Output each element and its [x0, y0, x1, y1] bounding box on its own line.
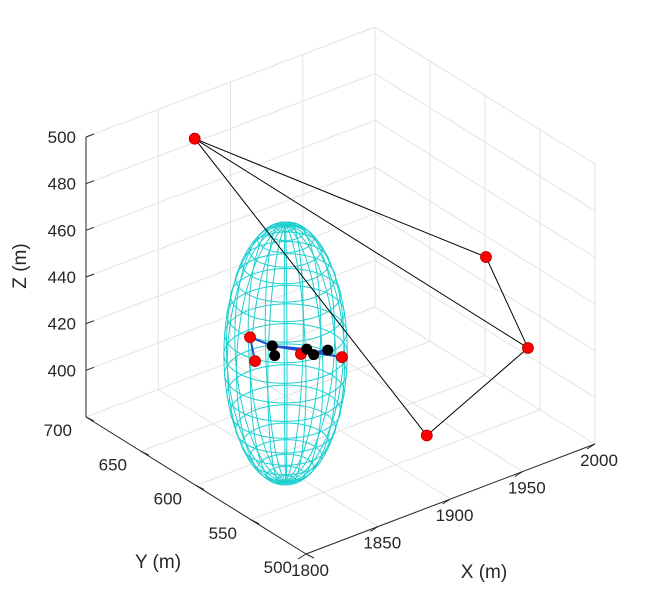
y-tick-mark: [140, 450, 150, 456]
y-tick-label: 500: [264, 558, 292, 577]
ellipsoid-latitude: [230, 384, 342, 439]
anchor-point: [420, 429, 433, 442]
z-axis-label: Z (m): [10, 243, 31, 288]
z-tick-label: 480: [48, 175, 76, 194]
axes-frame: [85, 133, 596, 560]
y-tick-label: 550: [209, 524, 237, 543]
ellipsoid-latitude: [230, 267, 342, 323]
grid-line: [374, 166, 596, 305]
grid-line: [195, 375, 486, 486]
z-tick-mark: [85, 180, 95, 185]
z-tick-mark: [85, 273, 95, 278]
ellipsoid-longitude: [226, 224, 286, 483]
grid-line: [85, 213, 376, 325]
x-tick-label: 1950: [508, 479, 546, 498]
anchor-edge: [194, 138, 487, 258]
ellipsoid-longitude: [283, 221, 287, 482]
z-tick-mark: [85, 320, 95, 325]
y-tick-label: 650: [99, 455, 127, 474]
x-tick-label: 1850: [363, 534, 401, 553]
node-point: [269, 350, 281, 362]
grid-line: [250, 409, 541, 521]
y-tick-label: 600: [154, 490, 182, 509]
y-axis-label: Y (m): [135, 552, 181, 573]
anchor-point: [480, 251, 492, 263]
y-tick-mark: [85, 416, 95, 422]
z-tick-label: 420: [48, 315, 76, 334]
grid-line: [85, 119, 376, 231]
ellipsoid-longitude: [235, 224, 286, 484]
x-tick-mark: [442, 498, 451, 505]
x-tick-mark: [297, 553, 307, 560]
anchor-point: [188, 132, 201, 145]
y-tick-mark: [250, 519, 260, 525]
node-point: [322, 344, 334, 356]
ellipsoid-longitude: [264, 221, 287, 482]
grid-line: [374, 73, 596, 212]
anchor-point: [336, 351, 348, 364]
points: [188, 132, 534, 442]
anchor-edge: [194, 138, 428, 436]
z-tick-mark: [85, 366, 95, 371]
x-tick-mark: [369, 526, 379, 532]
ellipsoid-longitude: [225, 224, 286, 483]
x-tick-mark: [514, 471, 524, 477]
grid-line: [85, 259, 376, 371]
anchor-edge: [194, 138, 529, 349]
grid-line: [85, 166, 376, 278]
z-tick-label: 500: [48, 128, 76, 147]
ellipsoid-longitude: [285, 225, 288, 486]
z-tick-mark: [85, 133, 95, 138]
grid-line: [140, 340, 431, 452]
anchor-point: [249, 355, 261, 368]
z-tick-label: 440: [48, 268, 76, 287]
grid-line: [85, 73, 376, 185]
grid-line: [374, 26, 596, 165]
ellipsoid-longitude: [285, 224, 324, 485]
x-tick-label: 1800: [291, 561, 329, 580]
z-tick-label: 460: [48, 221, 76, 240]
edges: [194, 138, 529, 436]
y-tick-mark: [195, 485, 205, 490]
ellipsoid-longitude: [285, 224, 345, 483]
grid-line: [374, 119, 596, 258]
grid-line: [85, 26, 376, 138]
y-tick-label: 700: [44, 421, 72, 440]
node-point: [266, 340, 278, 352]
anchor-edge: [485, 256, 529, 349]
z-tick-mark: [85, 226, 95, 231]
ellipsoid-longitude: [285, 224, 348, 483]
z-tick-label: 400: [48, 361, 76, 380]
grid-line: [374, 213, 596, 352]
tick-labels: 1800 1850 1900 1950 2000 500 550 600 650 700 400 42…: [44, 128, 618, 580]
node-point: [308, 349, 320, 361]
ellipsoid-longitude: [249, 224, 286, 485]
anchor-edge: [426, 347, 529, 436]
anchor-point: [522, 342, 534, 354]
x-tick-mark: [586, 443, 596, 450]
x-tick-label: 1900: [436, 506, 474, 525]
anchor-point: [244, 331, 256, 344]
y-tick-mark: [305, 553, 315, 559]
x-tick-label: 2000: [580, 451, 618, 470]
grid-line: [374, 259, 596, 398]
ellipsoid-longitude: [267, 224, 287, 486]
x-axis-label: X (m): [461, 562, 507, 583]
